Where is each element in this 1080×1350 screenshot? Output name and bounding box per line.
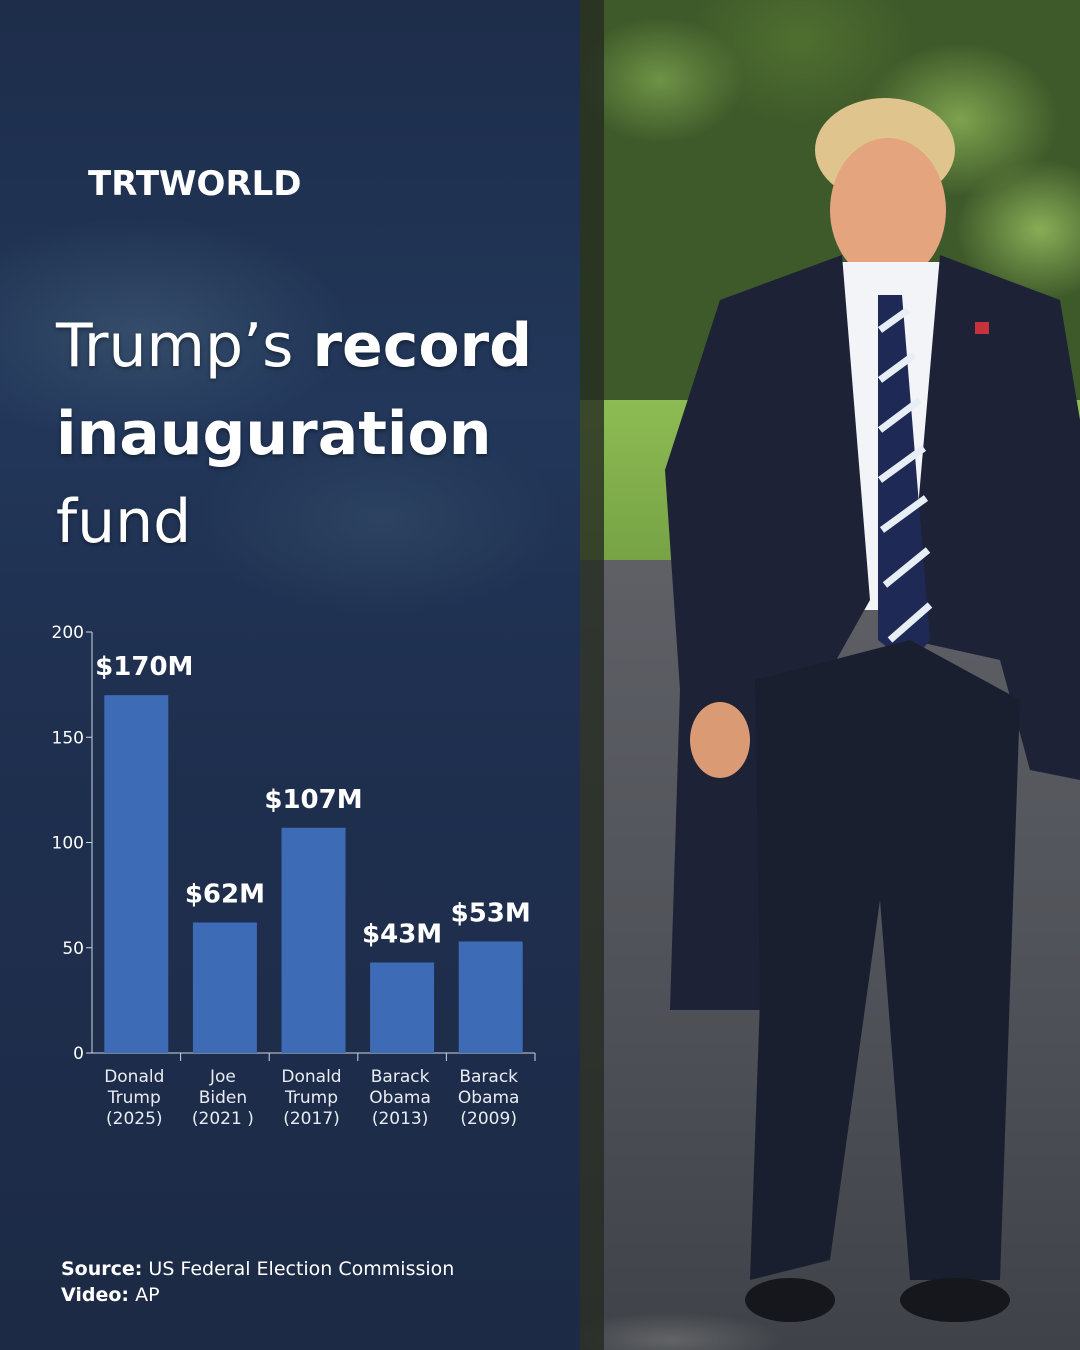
background-photo (580, 0, 1080, 1350)
x-category-label: Barack (371, 1067, 430, 1087)
video-line: Video: AP (61, 1282, 454, 1308)
video-value: AP (129, 1284, 160, 1306)
y-tick-label: 50 (62, 939, 84, 959)
info-panel: TRTWORLD Trump’s record inauguration fun… (0, 0, 580, 1350)
bar-value-label: $53M (451, 898, 531, 928)
x-category-label: Barack (459, 1067, 518, 1087)
x-category-label: Joe (209, 1067, 236, 1087)
credits: Source: US Federal Election Commission V… (61, 1256, 454, 1308)
x-category-label: (2021 ) (192, 1109, 254, 1129)
bar-value-label: $62M (185, 879, 265, 909)
bar-value-label: $43M (362, 919, 442, 949)
bar (281, 827, 346, 1053)
person-figure (665, 98, 1080, 1322)
x-category-label: Obama (369, 1088, 431, 1108)
photo-edge (580, 0, 604, 1350)
y-tick-label: 100 (52, 834, 84, 854)
source-value: US Federal Election Commission (142, 1258, 455, 1280)
bar (192, 922, 257, 1053)
bar-value-label: $107M (264, 785, 362, 815)
y-tick-label: 0 (73, 1044, 84, 1064)
x-category-label: Trump (284, 1088, 338, 1108)
x-category-label: Obama (458, 1088, 520, 1108)
y-tick-label: 150 (52, 728, 84, 748)
source-line: Source: US Federal Election Commission (61, 1256, 454, 1282)
headline-part-4: fund (56, 487, 192, 557)
source-label: Source: (61, 1258, 143, 1280)
x-category-label: (2025) (106, 1109, 163, 1129)
bar (458, 941, 523, 1053)
x-category-label: Donald (281, 1067, 341, 1087)
bar-value-label: $170M (95, 652, 193, 682)
x-category-label: Donald (104, 1067, 164, 1087)
y-tick-label: 200 (52, 623, 84, 643)
x-category-label: Trump (107, 1088, 161, 1108)
bar (104, 695, 169, 1053)
photo-trees (580, 0, 1080, 430)
x-category-label: (2017) (283, 1109, 340, 1129)
bar (370, 962, 435, 1053)
headline-part-2: record (312, 311, 533, 381)
headline-part-3: inauguration (56, 399, 492, 469)
headline-part-1: Trump’s (56, 311, 313, 381)
x-category-label: (2009) (460, 1109, 517, 1129)
headline: Trump’s record inauguration fund (56, 302, 576, 566)
trt-world-logo: TRTWORLD (88, 164, 302, 204)
inauguration-fund-bar-chart: 050100150200$170MDonaldTrump(2025)$62MJo… (52, 623, 536, 1129)
x-category-label: Biden (199, 1088, 247, 1108)
x-category-label: (2013) (372, 1109, 429, 1129)
video-label: Video: (61, 1284, 130, 1306)
